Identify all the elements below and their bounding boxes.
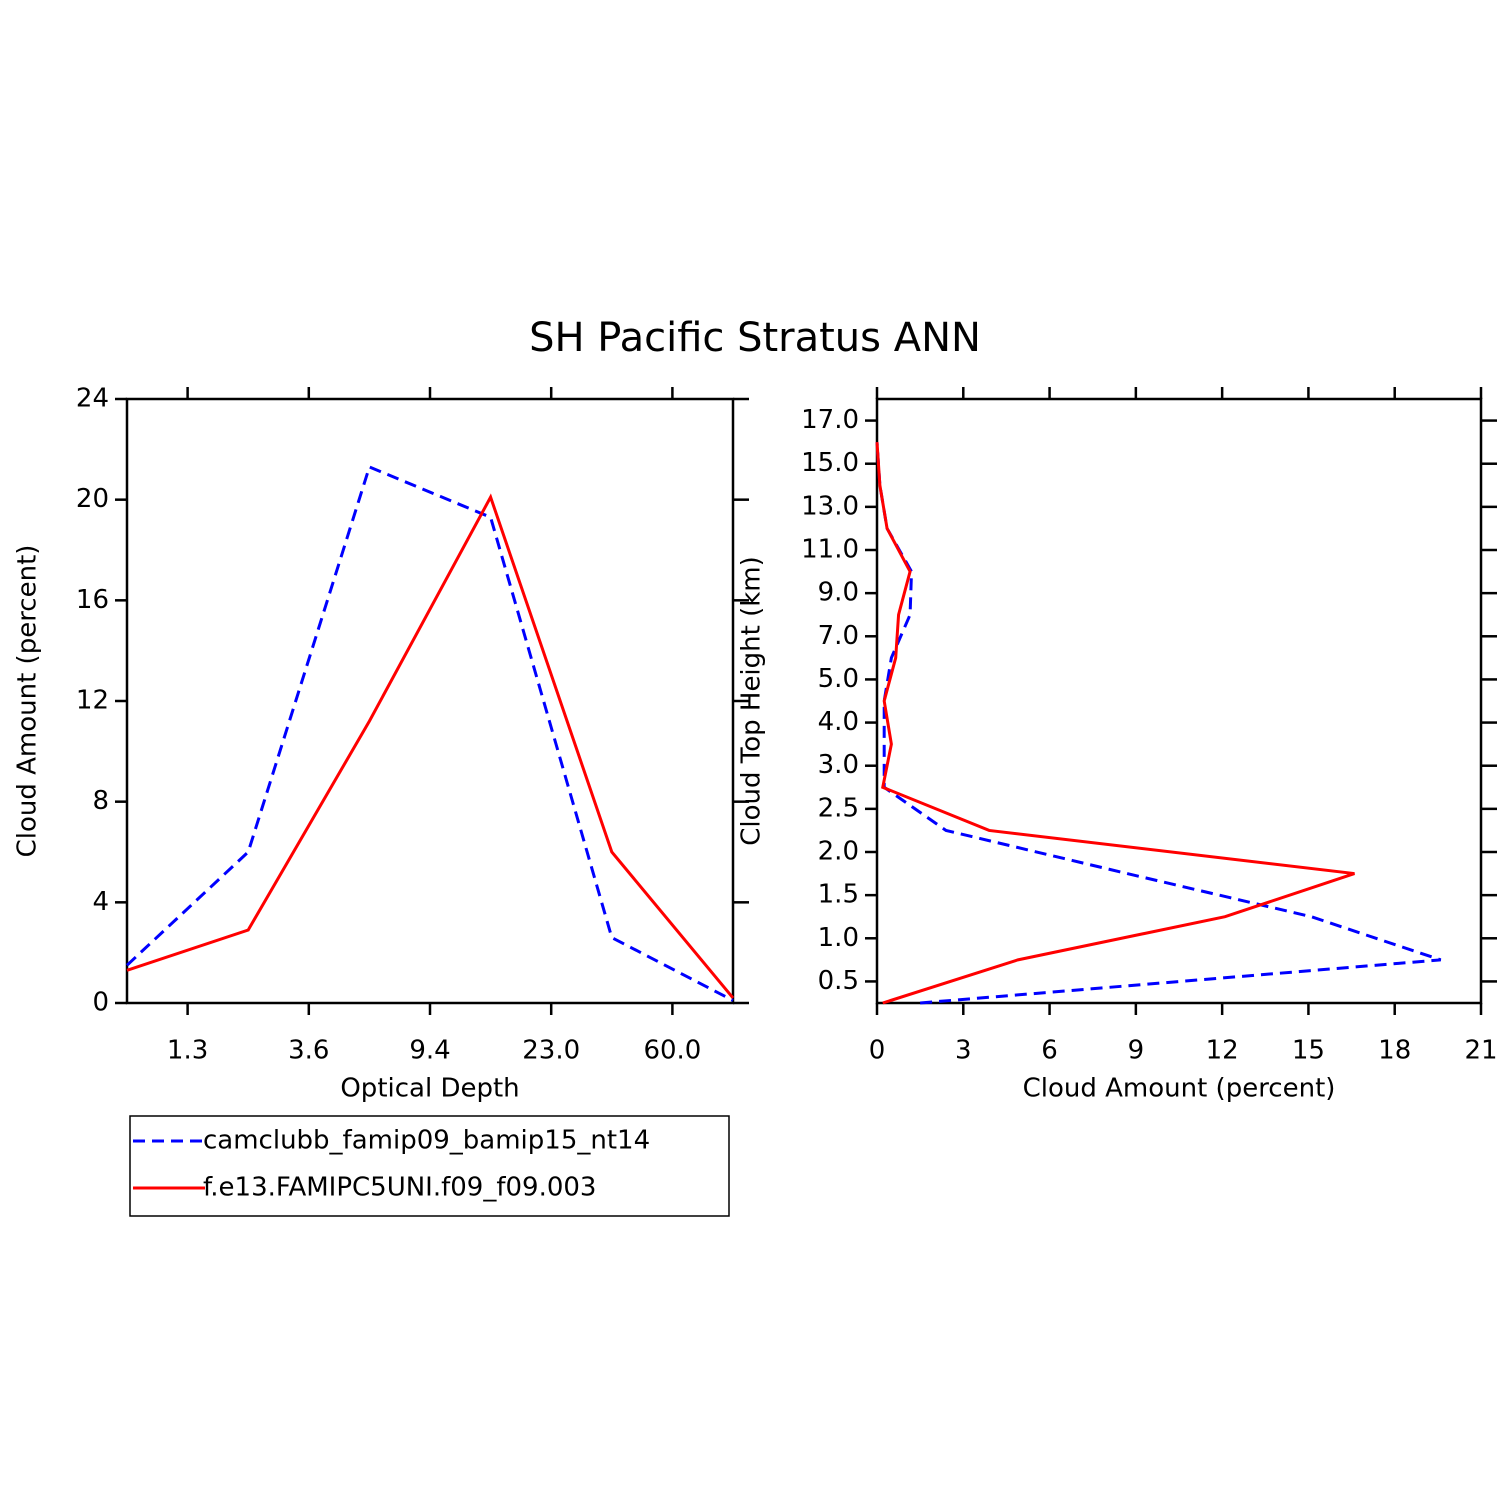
y-tick-label: 13.0 bbox=[801, 491, 859, 521]
plot-frame bbox=[875, 397, 1483, 1005]
y-tick-label: 2.0 bbox=[818, 837, 859, 867]
y-tick-label: 8 bbox=[92, 786, 109, 816]
series-line bbox=[875, 442, 1355, 1005]
chart-title: SH Pacific Stratus ANN bbox=[529, 315, 981, 361]
y-tick-label: 7.0 bbox=[818, 621, 859, 651]
x-tick-label: 9.4 bbox=[409, 1036, 450, 1066]
y-tick-label: 1.0 bbox=[818, 923, 859, 953]
y-axis-label: Cloud Amount (percent) bbox=[13, 545, 43, 858]
x-tick-label: 12 bbox=[1206, 1036, 1239, 1066]
x-tick-label: 0 bbox=[869, 1036, 886, 1066]
y-tick-label: 20 bbox=[76, 484, 109, 514]
legend-label: f.e13.FAMIPC5UNI.f09_f09.003 bbox=[203, 1173, 596, 1203]
x-tick-label: 9 bbox=[1128, 1036, 1145, 1066]
y-tick-label: 24 bbox=[76, 384, 109, 414]
y-tick-label: 1.5 bbox=[818, 880, 859, 910]
series-line bbox=[125, 464, 734, 1002]
x-tick-label: 3.6 bbox=[288, 1036, 329, 1066]
legend-box bbox=[129, 1115, 730, 1217]
y-tick-label: 5.0 bbox=[818, 664, 859, 694]
y-tick-label: 4 bbox=[92, 887, 109, 917]
x-tick-label: 23.0 bbox=[522, 1036, 580, 1066]
y-tick-label: 3.0 bbox=[818, 750, 859, 780]
x-tick-label: 1.3 bbox=[167, 1036, 208, 1066]
x-tick-label: 3 bbox=[955, 1036, 972, 1066]
y-tick-label: 0 bbox=[92, 988, 109, 1018]
legend-label: camclubb_famip09_bamip15_nt14 bbox=[203, 1126, 650, 1156]
y-tick-label: 12 bbox=[76, 686, 109, 716]
y-axis-label: Cloud Top Height (km) bbox=[737, 556, 767, 846]
x-tick-label: 18 bbox=[1378, 1036, 1411, 1066]
series-line bbox=[875, 442, 1442, 1005]
y-tick-label: 17.0 bbox=[801, 405, 859, 435]
y-tick-label: 11.0 bbox=[801, 535, 859, 565]
x-tick-label: 21 bbox=[1464, 1036, 1497, 1066]
x-tick-label: 15 bbox=[1292, 1036, 1325, 1066]
y-tick-label: 2.5 bbox=[818, 793, 859, 823]
x-axis-label: Optical Depth bbox=[340, 1074, 519, 1104]
y-tick-label: 15.0 bbox=[801, 448, 859, 478]
series-line bbox=[126, 493, 735, 999]
y-tick-label: 16 bbox=[76, 585, 109, 615]
x-axis-label: Cloud Amount (percent) bbox=[1023, 1074, 1336, 1104]
plot-frame bbox=[125, 397, 735, 1005]
x-tick-label: 6 bbox=[1041, 1036, 1058, 1066]
y-tick-label: 9.0 bbox=[818, 578, 859, 608]
y-tick-label: 0.5 bbox=[818, 966, 859, 996]
y-tick-label: 4.0 bbox=[818, 707, 859, 737]
x-tick-label: 60.0 bbox=[643, 1036, 701, 1066]
